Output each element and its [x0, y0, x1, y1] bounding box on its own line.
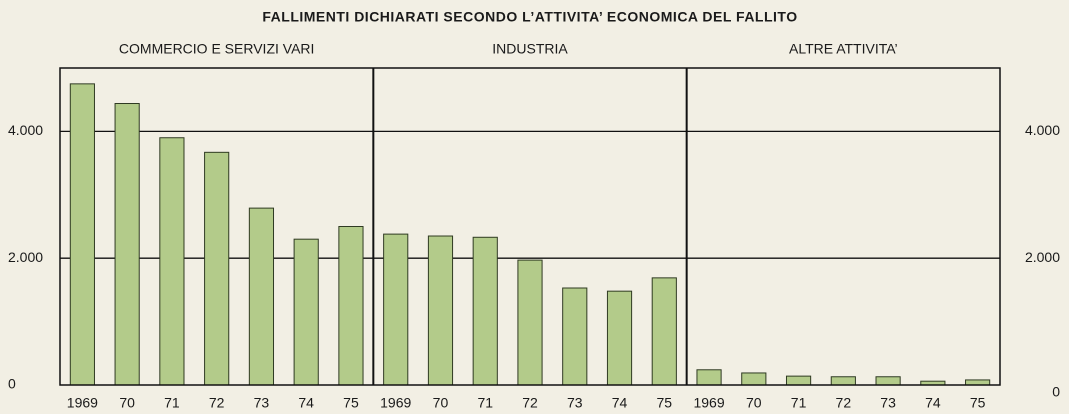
bar	[651, 277, 677, 386]
x-tick-label: 75	[343, 395, 359, 411]
x-tick-label: 72	[522, 395, 538, 411]
panel-title: COMMERCIO E SERVIZI VARI	[119, 41, 315, 57]
y2-tick-label: 0	[1052, 384, 1060, 400]
panel-title: INDUSTRIA	[492, 41, 568, 57]
x-tick-label: 72	[209, 395, 225, 411]
bar	[606, 290, 633, 386]
x-tick-label: 71	[477, 395, 493, 411]
y2-tick-label: 4.000	[1025, 122, 1060, 138]
bar	[69, 83, 95, 386]
y-tick-label: 0	[8, 376, 16, 392]
x-tick-label: 1969	[67, 395, 98, 411]
plot-frame	[59, 67, 1001, 386]
bar	[965, 379, 991, 386]
x-tick-label: 71	[791, 395, 807, 411]
x-tick-label: 73	[567, 395, 583, 411]
bar	[875, 376, 901, 386]
chart-title: FALLIMENTI DICHIARATI SECONDO L’ATTIVITA…	[262, 9, 797, 25]
x-tick-label: 74	[298, 395, 314, 411]
bar	[741, 372, 767, 386]
x-tick-label: 71	[164, 395, 180, 411]
x-tick-label: 70	[746, 395, 762, 411]
panel-title: ALTRE ATTIVITA’	[789, 41, 898, 57]
bar	[159, 137, 185, 386]
bar	[427, 235, 454, 386]
bar	[830, 376, 856, 386]
y2-tick-label: 2.000	[1025, 249, 1060, 265]
x-tick-label: 70	[119, 395, 135, 411]
bar	[472, 236, 498, 386]
x-tick-label: 75	[970, 395, 986, 411]
bar	[338, 226, 364, 386]
bar	[248, 207, 275, 386]
x-tick-label: 1969	[693, 395, 724, 411]
x-tick-label: 72	[836, 395, 852, 411]
x-tick-label: 1969	[380, 395, 411, 411]
x-tick-label: 73	[880, 395, 896, 411]
y-tick-label: 4.000	[8, 122, 43, 138]
bar	[383, 233, 409, 386]
bar	[562, 287, 588, 386]
y-tick-label: 2.000	[8, 249, 43, 265]
bar	[785, 375, 812, 386]
bar	[517, 259, 543, 386]
bar	[293, 238, 319, 386]
x-tick-label: 74	[612, 395, 628, 411]
bar	[114, 103, 140, 386]
x-tick-label: 75	[656, 395, 672, 411]
x-tick-label: 74	[925, 395, 941, 411]
bar	[204, 151, 230, 386]
x-tick-label: 73	[254, 395, 270, 411]
bar	[696, 369, 722, 386]
x-tick-label: 70	[433, 395, 449, 411]
